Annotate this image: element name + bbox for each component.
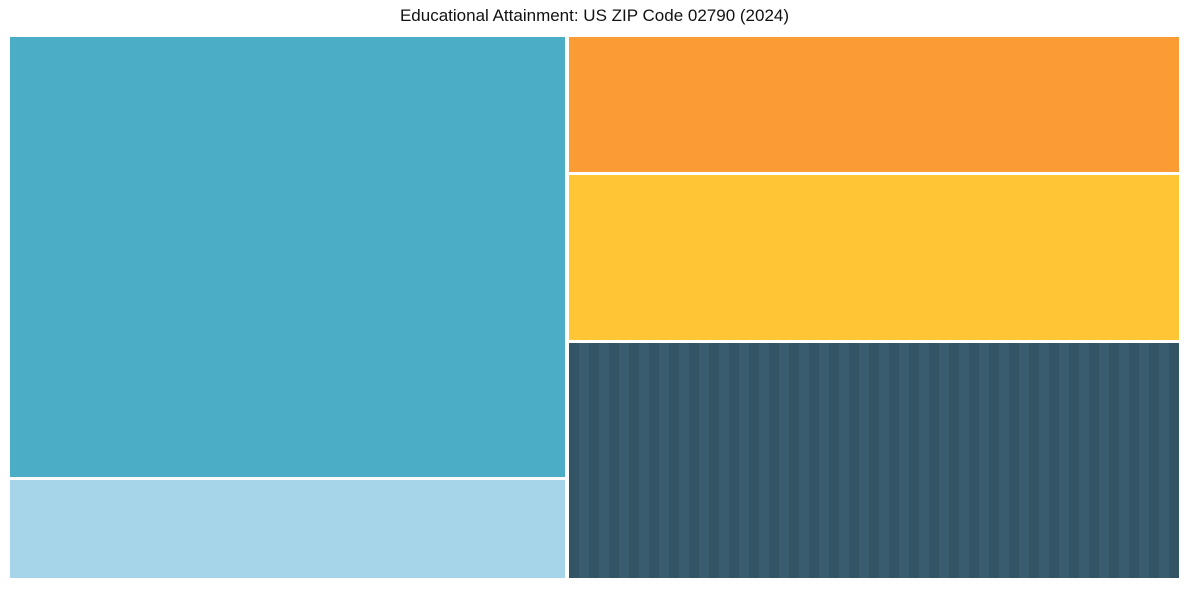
treemap-segment-teal[interactable] [10, 37, 566, 477]
treemap-segment-lightblue[interactable] [10, 480, 566, 578]
chart-title: Educational Attainment: US ZIP Code 0279… [399, 6, 790, 25]
treemap-plot-area [10, 37, 1180, 578]
treemap-segment-orange[interactable] [568, 37, 1179, 173]
treemap-segment-yellow[interactable] [568, 174, 1179, 340]
treemap-segment-darkslate[interactable] [568, 343, 1180, 578]
